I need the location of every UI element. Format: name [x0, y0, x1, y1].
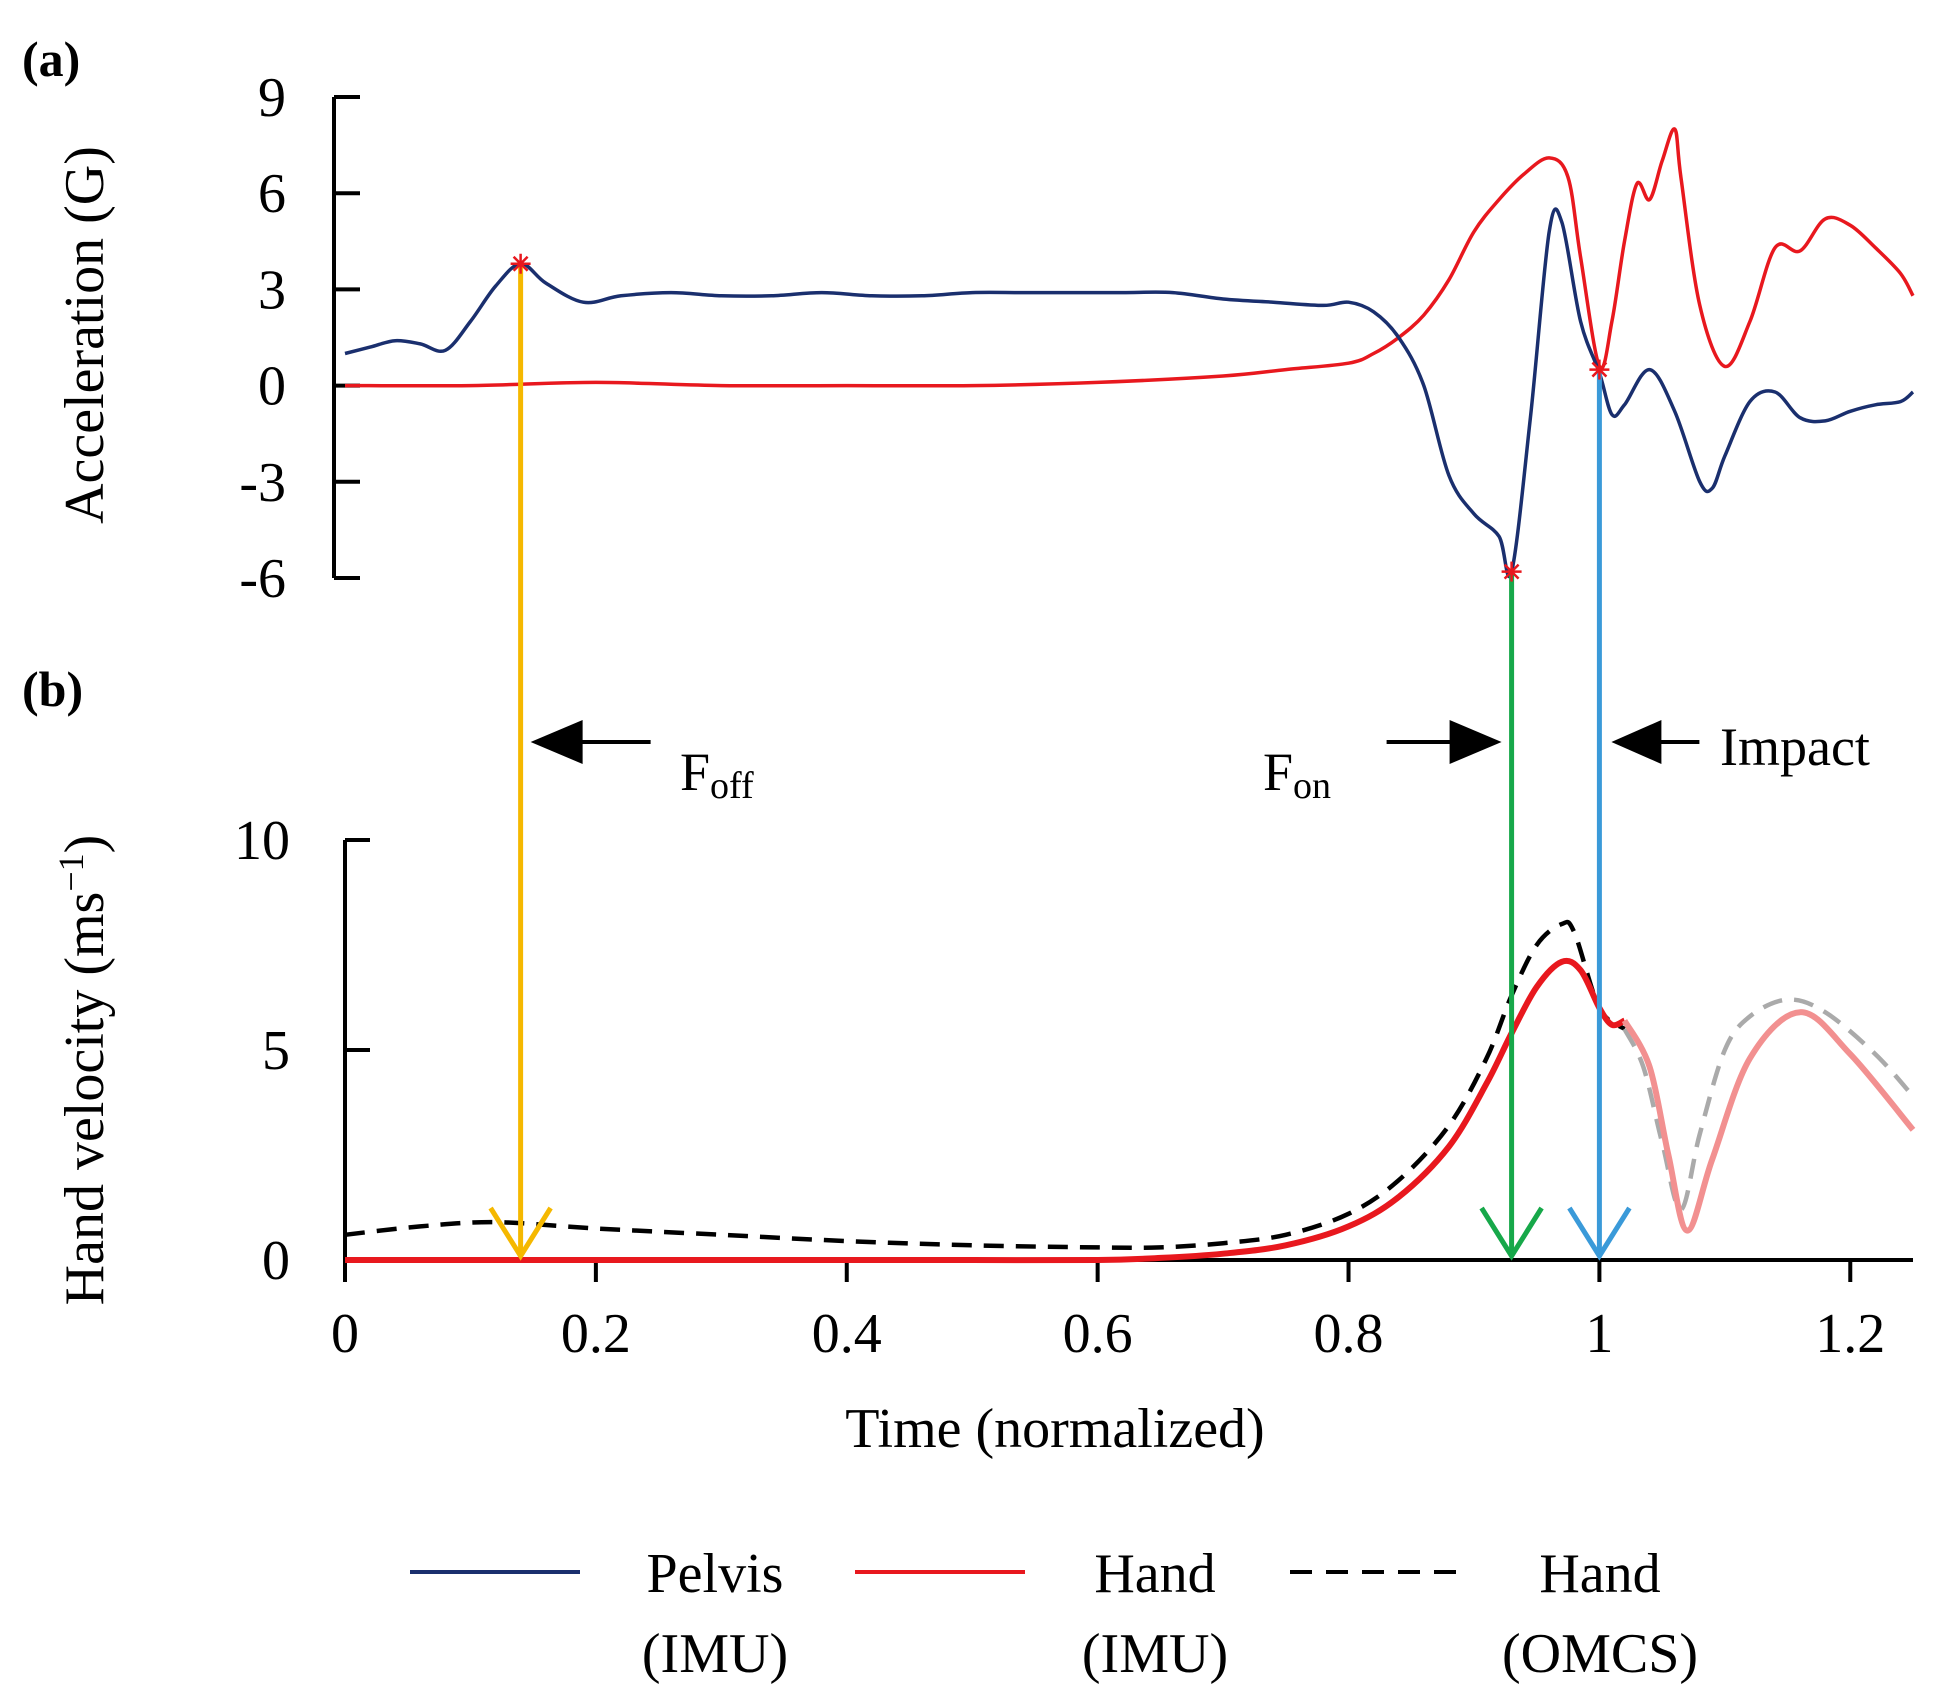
legend-label-pelvis-line2: (IMU) [642, 1623, 788, 1685]
panel-b-series-hand-omcs [344, 919, 1626, 1251]
pointer-impact-head [1611, 720, 1662, 764]
pointer-f-off-head [530, 720, 583, 764]
event-label-impact: Impact [1720, 717, 1870, 777]
panel-a-y-tick-label: 9 [258, 67, 286, 129]
panel-b-series-hand-omcs-faded [1622, 997, 1915, 1212]
panel-b-ylabel-sup: −1 [51, 853, 91, 891]
panel-b-xlabel: Time (normalized) [845, 1398, 1264, 1460]
panel-b-x-tick-label: 1.2 [1815, 1303, 1885, 1365]
panel-b-x-tick-label: 0.8 [1314, 1303, 1384, 1365]
panel-a-event-marker [1501, 561, 1522, 582]
panel-b-x-tick-label: 0.6 [1063, 1303, 1133, 1365]
panel-b-y-axis: 10 5 0 [234, 810, 370, 1292]
panel-b-label: (b) [22, 661, 83, 717]
panel-b-ylabel-close: ) [54, 835, 116, 854]
panel-b-y-tick-label: 10 [234, 810, 290, 872]
panel-b-x-tick-label: 0.4 [812, 1303, 882, 1365]
panel-b-y-tick-label: 5 [262, 1020, 290, 1082]
panel-b-x-axis: 0 0.2 0.4 0.6 0.8 1 1.2 [331, 1258, 1913, 1365]
event-arrowhead-f-on [1479, 1206, 1544, 1261]
panel-a-y-axis: 9 6 3 0 -3 -6 [239, 67, 360, 610]
panel-a-y-tick-label: 0 [258, 356, 286, 418]
legend-label-hand-omcs-line2: (OMCS) [1502, 1623, 1698, 1685]
legend-label-pelvis-line1: Pelvis [647, 1543, 784, 1605]
pointer-f-on-head [1449, 720, 1502, 764]
panel-b-ylabel-main: Hand velocity (ms [54, 892, 116, 1306]
panel-b-series-hand-imu-faded [1621, 1009, 1916, 1234]
panel-b-ylabel: Hand velocity (ms−1) [51, 835, 116, 1306]
panel-b-x-tick-label: 1 [1585, 1303, 1613, 1365]
panel-b-x-tick-label: 0 [331, 1303, 359, 1365]
legend-label-hand-imu-line2: (IMU) [1082, 1623, 1228, 1685]
panel-a-event-marker [510, 253, 531, 274]
panel-b-series-hand-imu [345, 957, 1626, 1264]
event-markers [488, 263, 1700, 1261]
asterisk-stroke [1591, 361, 1608, 378]
panel-a: (a) Acceleration (G) 9 6 3 0 -3 -6 [22, 31, 1915, 610]
panel-a-event-marker [1589, 359, 1610, 380]
panel-a-y-tick-label: -3 [239, 452, 286, 514]
panel-a-y-tick-label: 6 [258, 163, 286, 225]
panel-a-label: (a) [22, 31, 80, 87]
panel-b: (b) Hand velocity (ms−1) 10 5 0 0 0.2 0.4 0.6… [22, 661, 1916, 1460]
asterisk-stroke [1503, 563, 1520, 580]
event-arrowhead-impact [1567, 1206, 1632, 1261]
event-label-f-on: Fon [1263, 742, 1331, 807]
asterisk-stroke [512, 255, 529, 272]
panel-b-x-tick-label: 0.2 [561, 1303, 631, 1365]
event-label-f-off: Foff [680, 742, 754, 807]
panel-a-ylabel: Acceleration (G) [54, 146, 116, 524]
panel-b-series [344, 919, 1916, 1264]
panel-a-y-tick-label: 3 [258, 259, 286, 321]
legend-label-hand-imu-line1: Hand [1094, 1543, 1215, 1605]
event-arrowhead-f-off [488, 1206, 553, 1261]
panel-a-series [344, 127, 1915, 578]
panel-b-y-tick-label: 0 [262, 1230, 290, 1292]
legend-label-hand-omcs-line1: Hand [1539, 1543, 1660, 1605]
panel-a-series-hand-imu [344, 127, 1915, 388]
legend: Pelvis (IMU) Hand (IMU) Hand (OMCS) [410, 1543, 1698, 1685]
panel-a-series-pelvis-imu [344, 207, 1915, 578]
panel-a-markers [510, 253, 1610, 582]
panel-a-y-tick-label: -6 [239, 548, 286, 610]
